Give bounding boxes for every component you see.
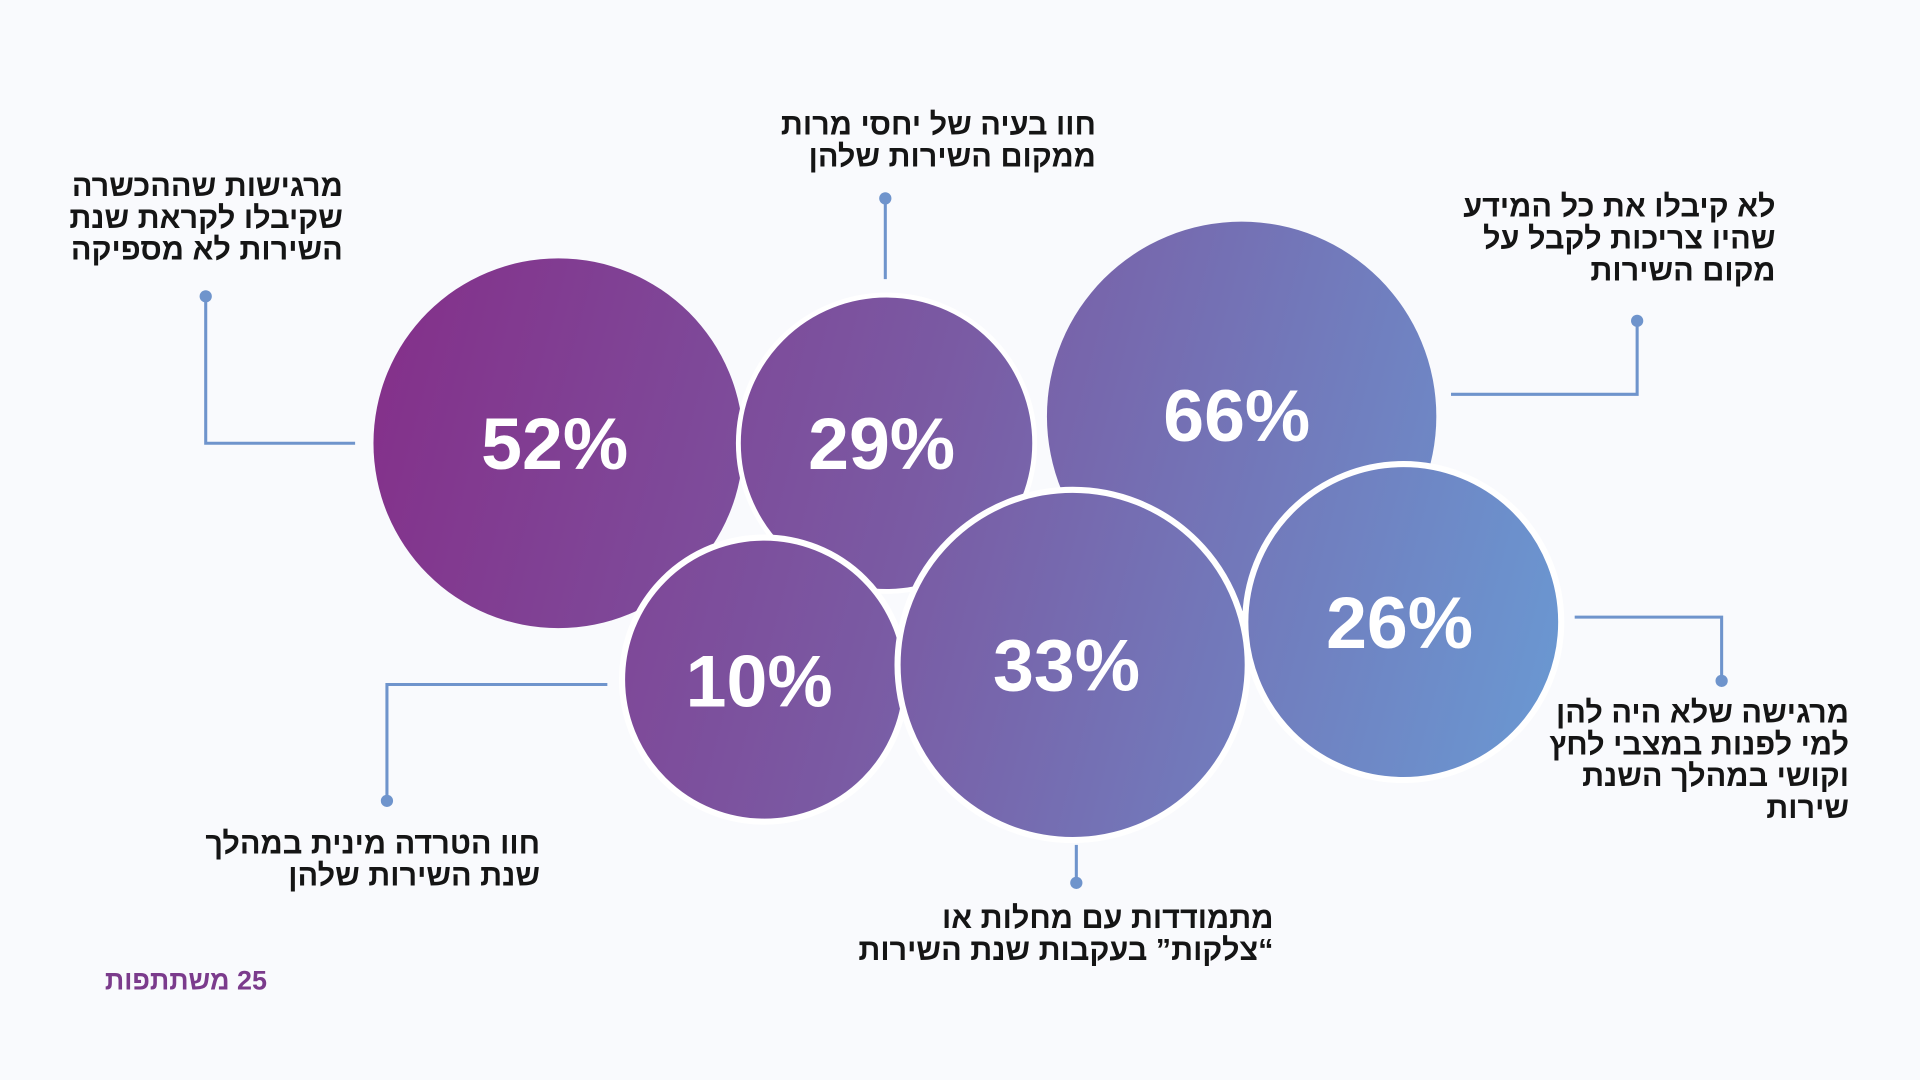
participants-count: 25 משתתפות	[105, 965, 267, 995]
leader-dot-29	[879, 192, 892, 205]
bubble-33	[894, 486, 1251, 844]
leader-dot-33	[1070, 876, 1083, 889]
label-line: למי לפנות במצבי לחץ	[1549, 727, 1849, 761]
label-26: מרגישה שלא היה להן למי לפנות במצבי לחץ ו…	[1549, 695, 1849, 825]
label-line: שנת השירות שלהן	[288, 858, 540, 892]
label-line: וקושי במהלך השנת	[1582, 759, 1849, 793]
leader-dot-26	[1715, 674, 1728, 687]
label-line: מקום השירות	[1590, 253, 1775, 287]
leader-line-66	[1451, 320, 1639, 396]
label-line: שירות	[1766, 791, 1849, 825]
label-line: לא קיבלו את כל המידע	[1463, 190, 1775, 224]
label-33: מתמודדות עם מחלות או “צלקות” בעקבות שנת …	[858, 901, 1273, 967]
label-52: מרגישות שההכשרה שקיבלו לקראת שנת השירות …	[69, 169, 343, 267]
leader-line-52	[204, 296, 356, 445]
label-66: לא קיבלו את כל המידע שהיו צריכות לקבל על…	[1463, 190, 1775, 288]
label-line: חוו הטרדה מינית במהלך	[205, 826, 540, 860]
leader-line-10	[385, 682, 608, 801]
label-line: ממקום השירות שלהן	[809, 140, 1096, 174]
leader-dot-66	[1631, 314, 1644, 327]
leader-dot-10	[380, 794, 394, 807]
label-29: חוו בעיה של יחסי מרות ממקום השירות שלהן	[781, 108, 1096, 174]
value-label-26: 26%	[1326, 581, 1473, 664]
leader-line-26	[1574, 615, 1724, 681]
value-label-52: 52%	[481, 402, 628, 485]
label-line: שהיו צריכות לקבל על	[1483, 222, 1775, 256]
label-line: השירות לא מספיקה	[71, 233, 343, 267]
value-label-33: 33%	[993, 624, 1140, 707]
bubble-26	[1242, 461, 1565, 784]
leader-dot-52	[199, 290, 212, 303]
label-line: מרגישות שההכשרה	[72, 169, 343, 203]
label-line: חוו בעיה של יחסי מרות	[781, 108, 1096, 142]
label-10: חוו הטרדה מינית במהלך שנת השירות שלהן	[205, 826, 540, 892]
bubble-29	[735, 292, 1038, 594]
value-label-29: 29%	[808, 402, 955, 485]
label-line: מרגישה שלא היה להן	[1556, 695, 1849, 729]
bubble-52	[373, 258, 744, 629]
label-line: שקיבלו לקראת שנת	[69, 201, 343, 235]
value-label-10: 10%	[686, 640, 833, 723]
label-line: מתמודדות עם מחלות או	[942, 901, 1273, 935]
value-label-66: 66%	[1163, 374, 1310, 457]
label-line: “צלקות” בעקבות שנת השירות	[858, 933, 1273, 967]
